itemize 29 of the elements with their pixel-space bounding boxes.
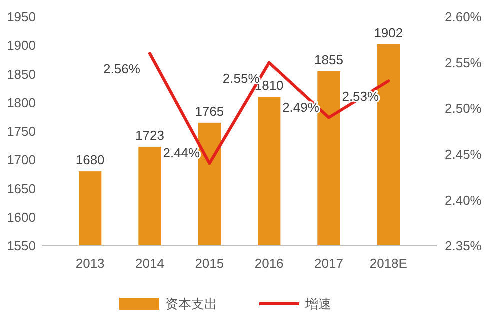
x-tick-label: 2016: [254, 256, 284, 271]
y-tick-label: 1600: [7, 210, 36, 225]
y-tick-label: 1700: [7, 152, 36, 168]
y-tick-label: 1950: [7, 10, 36, 25]
legend-label: 增速: [304, 296, 332, 312]
y-tick-label: 1900: [7, 38, 36, 54]
y-tick-label: 1800: [7, 95, 36, 110]
y2-tick-label: 2.35%: [445, 238, 482, 254]
y-tick-label: 1550: [7, 238, 36, 254]
x-tick-label: 2013: [76, 256, 105, 271]
y2-tick-label: 2.45%: [445, 146, 482, 162]
data-label: 1855: [314, 52, 344, 68]
data-label: 2.56%: [104, 62, 141, 77]
x-tick-label: 2017: [314, 256, 344, 271]
x-tick-label: 2015: [195, 256, 224, 271]
y2-tick-label: 2.40%: [445, 192, 482, 208]
data-label: 1680: [76, 152, 105, 168]
data-label: 1902: [374, 25, 404, 40]
x-tick-label: 2014: [136, 256, 164, 271]
y2-tick-label: 2.50%: [445, 101, 482, 116]
y2-tick-label: 2.60%: [445, 10, 482, 25]
x-tick-label: 2018E: [370, 256, 408, 271]
y-tick-label: 1750: [7, 124, 36, 140]
data-label: 1723: [136, 128, 164, 143]
legend-label: 资本支出: [166, 296, 218, 312]
data-label: 1765: [195, 104, 224, 119]
y-tick-label: 1650: [7, 181, 36, 196]
y-tick-label: 1850: [7, 66, 36, 82]
y2-tick-label: 2.55%: [445, 55, 482, 70]
